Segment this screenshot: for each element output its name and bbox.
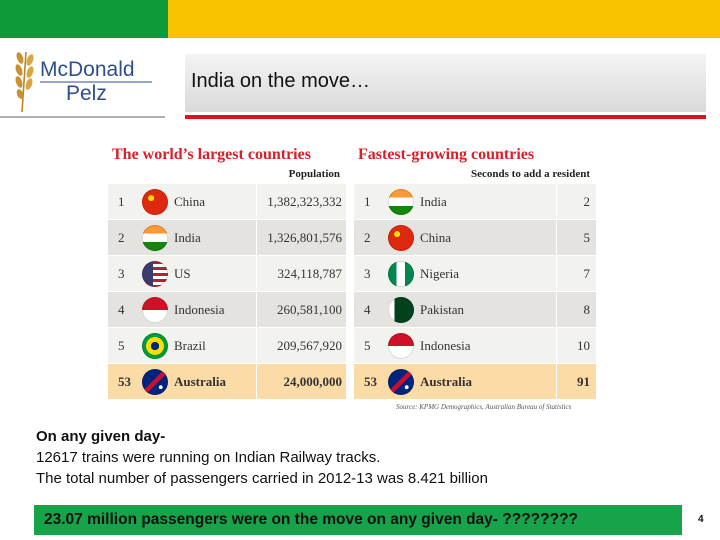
largest-column-header: Population xyxy=(288,168,340,180)
rank-cell: 4 xyxy=(364,302,371,317)
value-cell: 8 xyxy=(556,292,596,328)
india-flag-icon xyxy=(142,225,168,251)
logo-line1: McDonald xyxy=(40,58,135,81)
country-name: China xyxy=(420,230,452,245)
rank-cell: 2 xyxy=(364,230,371,245)
country-name: Nigeria xyxy=(420,266,459,281)
china-flag-icon xyxy=(142,189,168,215)
highlight-text: 23.07 million passengers were on the mov… xyxy=(44,511,579,528)
table-row: 4 Pakistan 8 xyxy=(354,291,596,328)
value-cell: 24,000,000 xyxy=(256,364,346,400)
rank-cell: 1 xyxy=(364,194,371,209)
body-line-1: 12617 trains were running on Indian Rail… xyxy=(36,449,381,466)
value-cell: 260,581,100 xyxy=(256,292,346,328)
value-cell: 91 xyxy=(556,364,596,400)
body-text: On any given day- 12617 trains were runn… xyxy=(36,426,488,489)
country-name: Pakistan xyxy=(420,302,465,317)
table-row: 53 Australia 91 xyxy=(354,363,596,400)
brazil-flag-icon xyxy=(142,333,168,359)
value-cell: 2 xyxy=(556,184,596,220)
country-name: Indonesia xyxy=(174,302,225,317)
company-logo: McDonald Pelz xyxy=(4,44,164,116)
table-row: 1 India 2 xyxy=(354,183,596,220)
country-name: US xyxy=(174,266,191,281)
table-row: 2 India 1,326,801,576 xyxy=(108,219,346,256)
table-row: 53 Australia 24,000,000 xyxy=(108,363,346,400)
rank-cell: 1 xyxy=(118,194,125,209)
rank-cell: 4 xyxy=(118,302,125,317)
rank-cell: 3 xyxy=(118,266,125,281)
table-row: 1 China 1,382,323,332 xyxy=(108,183,346,220)
rank-cell: 53 xyxy=(364,374,377,389)
rank-cell: 53 xyxy=(118,374,131,389)
table-row: 3 Nigeria 7 xyxy=(354,255,596,292)
source-note: Source: KPMG Demographics, Australian Bu… xyxy=(396,403,572,411)
country-name: Indonesia xyxy=(420,338,471,353)
indonesia-flag-icon xyxy=(388,333,414,359)
highlight-bar: 23.07 million passengers were on the mov… xyxy=(34,505,682,535)
country-name: India xyxy=(420,194,447,209)
australia-flag-icon xyxy=(142,369,168,395)
largest-heading: The world’s largest countries xyxy=(112,146,311,163)
body-heading: On any given day- xyxy=(36,428,166,445)
logo-divider xyxy=(0,116,165,118)
value-cell: 7 xyxy=(556,256,596,292)
value-cell: 209,567,920 xyxy=(256,328,346,364)
country-name: India xyxy=(174,230,201,245)
largest-countries-table: The world’s largest countries Population… xyxy=(108,145,346,400)
value-cell: 324,118,787 xyxy=(256,256,346,292)
rank-cell: 5 xyxy=(364,338,371,353)
value-cell: 5 xyxy=(556,220,596,256)
table-row: 2 China 5 xyxy=(354,219,596,256)
australia-flag-icon xyxy=(388,369,414,395)
india-flag-icon xyxy=(388,189,414,215)
china-flag-icon xyxy=(388,225,414,251)
table-row: 4 Indonesia 260,581,100 xyxy=(108,291,346,328)
fastest-growing-table: Fastest-growing countries Seconds to add… xyxy=(354,145,596,400)
title-box: India on the move… xyxy=(185,54,706,112)
indonesia-flag-icon xyxy=(142,297,168,323)
us-flag-icon xyxy=(142,261,168,287)
rank-cell: 2 xyxy=(118,230,125,245)
value-cell: 10 xyxy=(556,328,596,364)
title-underline xyxy=(185,115,706,119)
table-row: 5 Brazil 209,567,920 xyxy=(108,327,346,364)
header-green-bar xyxy=(0,0,168,38)
body-line-2: The total number of passengers carried i… xyxy=(36,470,488,487)
pakistan-flag-icon xyxy=(388,297,414,323)
rank-cell: 5 xyxy=(118,338,125,353)
slide-number: 4 xyxy=(698,514,704,525)
fastest-column-header: Seconds to add a resident xyxy=(471,168,590,180)
fastest-heading: Fastest-growing countries xyxy=(358,146,535,163)
country-name: Australia xyxy=(174,374,226,389)
wheat-icon xyxy=(15,51,34,113)
rank-cell: 3 xyxy=(364,266,371,281)
header-yellow-bar xyxy=(168,0,720,38)
table-row: 3 US 324,118,787 xyxy=(108,255,346,292)
page-title: India on the move… xyxy=(191,70,370,92)
value-cell: 1,326,801,576 xyxy=(256,220,346,256)
value-cell: 1,382,323,332 xyxy=(256,184,346,220)
country-name: Australia xyxy=(420,374,472,389)
table-row: 5 Indonesia 10 xyxy=(354,327,596,364)
country-name: China xyxy=(174,194,206,209)
nigeria-flag-icon xyxy=(388,261,414,287)
logo-line2: Pelz xyxy=(66,82,107,105)
country-name: Brazil xyxy=(174,338,206,353)
